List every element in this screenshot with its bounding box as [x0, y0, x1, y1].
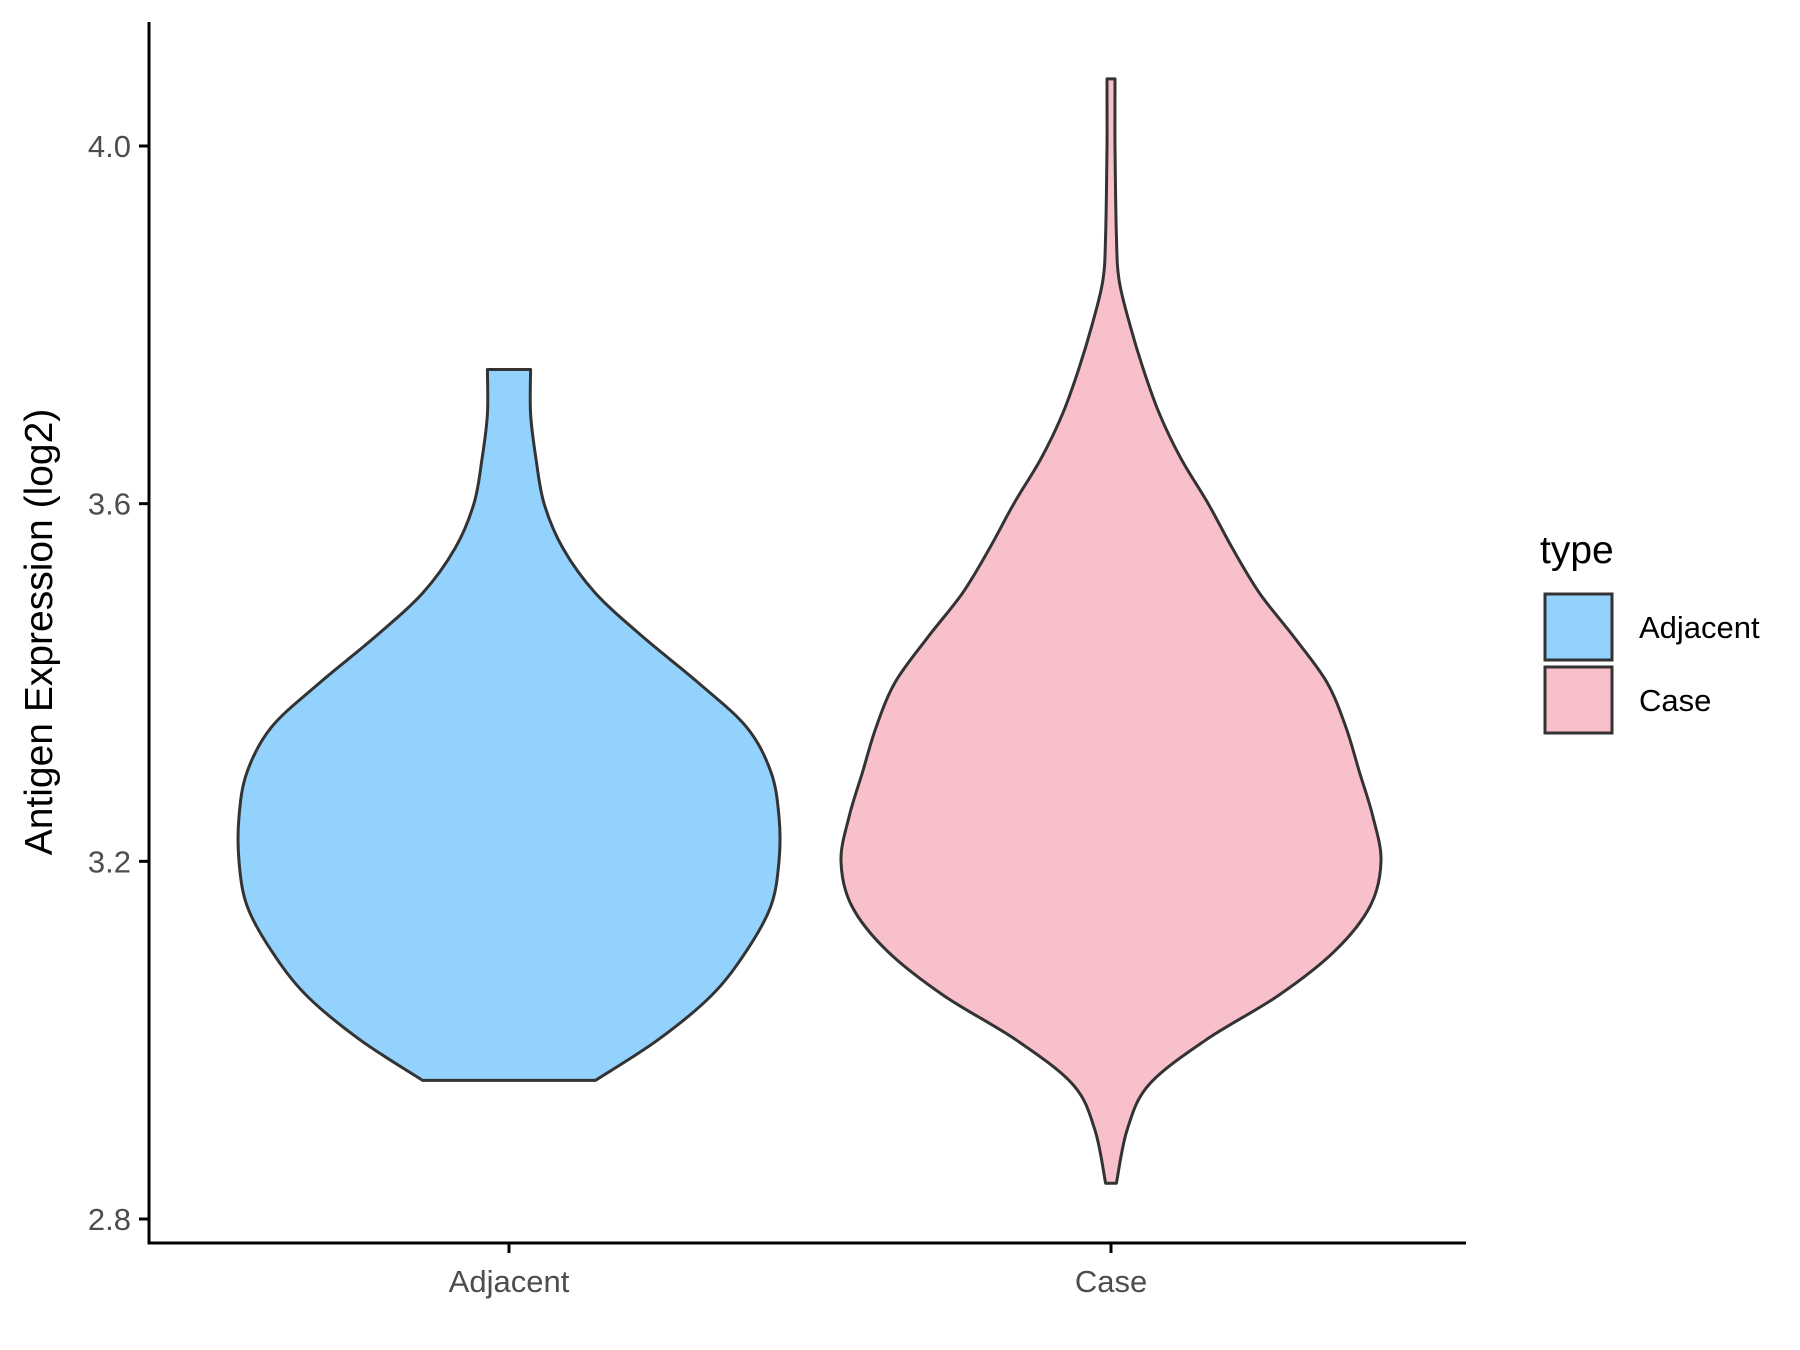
y-axis-ticks: 2.8 3.2 3.6 4.0	[88, 129, 149, 1237]
y-tick-label: 4.0	[88, 129, 131, 164]
legend-swatch-case	[1543, 665, 1614, 735]
legend-items: Adjacent Case	[1543, 592, 1760, 735]
y-tick-label: 3.2	[88, 844, 131, 879]
legend: type Adjacent Case	[1540, 529, 1760, 735]
legend-label-adjacent: Adjacent	[1639, 610, 1760, 645]
x-tick-label: Adjacent	[449, 1264, 570, 1299]
y-tick-label: 2.8	[88, 1202, 131, 1237]
y-tick-label: 3.6	[88, 487, 131, 522]
x-tick-label: Case	[1075, 1264, 1147, 1299]
y-axis-title: Antigen Expression (log2)	[18, 409, 61, 856]
violin-adjacent	[236, 368, 782, 1082]
legend-swatch-adjacent	[1543, 592, 1614, 662]
violin-case	[839, 77, 1383, 1185]
legend-label-case: Case	[1639, 683, 1711, 718]
x-axis-ticks: Adjacent Case	[449, 1243, 1147, 1299]
legend-title: type	[1540, 529, 1614, 572]
violin-layer	[236, 77, 1383, 1185]
